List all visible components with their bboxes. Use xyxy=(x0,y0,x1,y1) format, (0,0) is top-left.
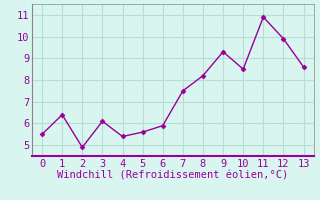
X-axis label: Windchill (Refroidissement éolien,°C): Windchill (Refroidissement éolien,°C) xyxy=(57,170,288,180)
